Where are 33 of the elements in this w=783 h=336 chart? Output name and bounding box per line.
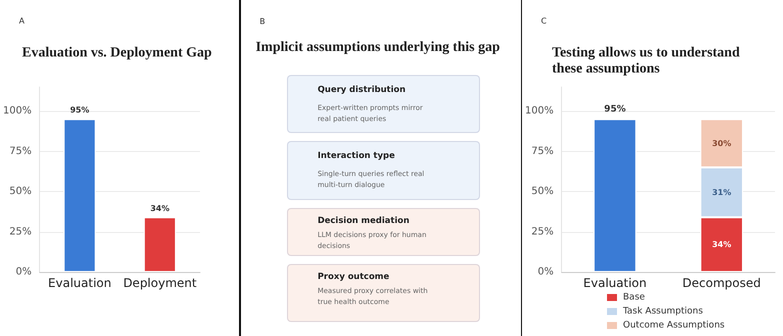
y-tick-label: 50% (9, 186, 32, 198)
category-label: Proxy outcome (318, 272, 390, 282)
y-tick-label: 0% (16, 266, 32, 278)
chart-title: Evaluation vs. Deployment Gap (22, 46, 212, 60)
legend-label: Base (623, 292, 646, 302)
y-tick-label: 100% (2, 106, 32, 117)
y-tick-label: 75% (9, 146, 32, 157)
text: A (19, 16, 25, 26)
legend-label: Task Assumptions (622, 306, 704, 316)
data-label: 30% (712, 138, 732, 148)
x-tick-label: Evaluation (583, 276, 647, 290)
data-label: 34% (150, 204, 170, 213)
data-label: 95% (70, 106, 90, 115)
y-tick-label: 25% (9, 226, 32, 238)
data-label: 34% (712, 240, 732, 250)
y-tick-label: 100% (524, 106, 554, 117)
y-tick-label: 0% (538, 266, 554, 278)
chart-title: Testing allows us to understand these assumptions (552, 46, 744, 76)
category-label: Query distribution (318, 85, 407, 95)
x-tick-label: Deployment (123, 276, 197, 290)
legend-label: Outcome Assumptions (623, 320, 725, 330)
y-tick-label: 25% (531, 226, 554, 238)
data-label: 31% (712, 188, 732, 197)
y-tick-label: 50% (531, 186, 554, 198)
data-label: 95% (604, 104, 626, 115)
x-tick-label: Evaluation (48, 276, 112, 290)
text: Implicit assumptions underlying this gap (256, 40, 500, 56)
text: B (260, 17, 266, 26)
x-tick-label: Decomposed (682, 276, 761, 290)
category-label: Interaction type (318, 151, 396, 161)
y-tick-label: 75% (531, 146, 554, 157)
text: C (541, 16, 547, 26)
category-label: Decision mediation (318, 216, 410, 226)
